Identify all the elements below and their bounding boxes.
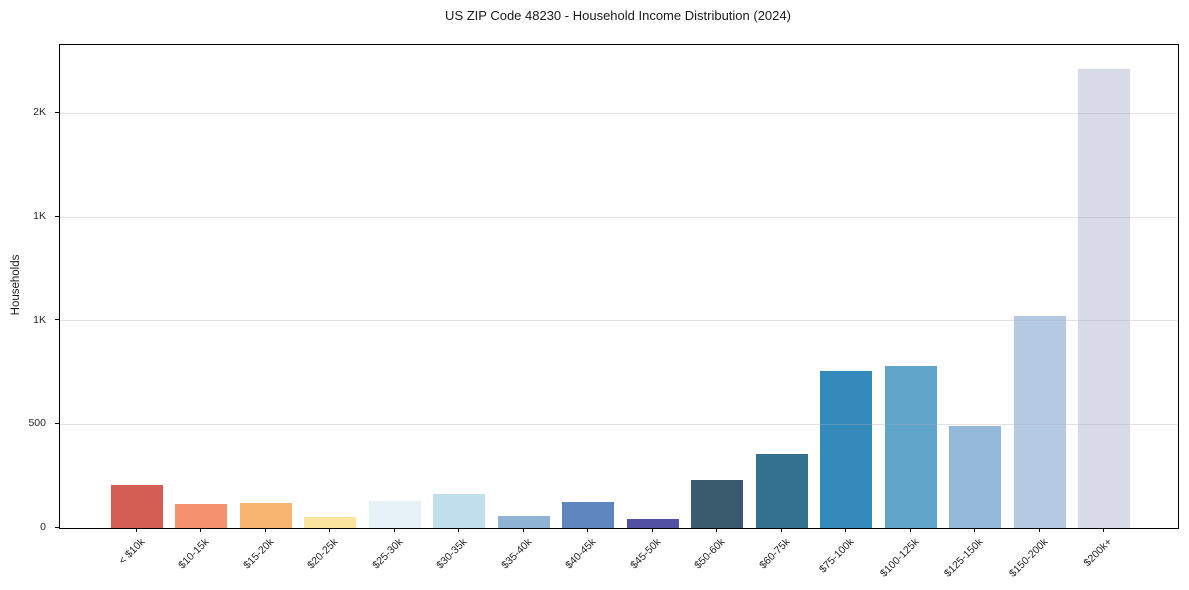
x-tick-mark [651,528,653,532]
y-tick-label: 2K [33,106,46,119]
x-tick-mark [845,528,847,532]
bar-$30-35k [433,493,486,528]
bar-$125-150k [949,426,1002,528]
x-tick-label: $200k+ [1081,536,1115,570]
x-tick-mark [1038,528,1040,532]
y-axis-label: Households [10,254,22,316]
x-tick-mark [974,528,976,532]
x-tick-mark [780,528,782,532]
bar-$45-50k [626,519,679,528]
x-tick-mark [587,528,589,532]
bar-$100-125k [884,366,937,528]
chart-title: US ZIP Code 48230 - Household Income Dis… [445,8,791,23]
x-tick-label: $75-100k [817,536,857,576]
bar-$20-25k [304,517,357,528]
x-tick-label: $40-45k [563,536,599,572]
bar-< $10k [111,484,163,528]
y-tick-mark [55,215,59,217]
y-tick-mark [55,422,59,424]
y-tick-mark [55,111,59,113]
x-tick-label: $125-150k [942,536,986,580]
bar-$50-60k [691,479,744,528]
x-tick-label: $25-30k [370,536,406,572]
gridline [60,423,1178,425]
x-tick-label: < $10k [116,536,148,567]
x-tick-label: $15-20k [241,536,277,572]
gridline [60,112,1178,114]
bar-$75-100k [820,370,873,528]
x-tick-label: $30-35k [434,536,470,572]
x-tick-mark [264,528,266,532]
x-tick-mark [522,528,524,532]
bar-$15-20k [239,502,292,528]
x-tick-label: $10-15k [176,536,212,572]
x-tick-label: $150-200k [1006,536,1051,580]
x-tick-label: $35-40k [498,536,535,572]
x-tick-mark [909,528,911,532]
y-tick-mark [55,319,59,321]
bar-$25-30k [368,501,421,528]
y-tick-label: 500 [28,417,46,430]
plot-area [59,44,1179,529]
x-tick-label: $50-60k [692,536,728,572]
x-tick-mark [716,528,718,532]
bar-$35-40k [497,516,550,528]
y-tick-label: 0 [40,521,46,533]
bar-$150-200k [1013,315,1066,528]
x-tick-label: $100-125k [877,536,922,580]
gridline [60,320,1178,322]
x-tick-mark [136,528,137,532]
y-tick-label: 1K [33,313,46,326]
bar-$60-75k [755,453,808,528]
bar-$10-15k [175,504,228,528]
x-tick-mark [458,528,460,532]
bar-$200k+ [1078,68,1131,528]
x-tick-mark [393,528,395,532]
x-tick-label: $60-75k [756,536,793,572]
y-tick-mark [55,526,59,528]
bar-$40-45k [562,501,615,528]
gridline [60,216,1178,218]
y-tick-label: 1K [33,210,46,223]
x-tick-mark [329,528,331,532]
x-tick-mark [200,528,202,532]
x-tick-label: $20-25k [305,536,341,572]
x-tick-label: $45-50k [627,536,664,572]
x-tick-mark [1103,528,1105,532]
